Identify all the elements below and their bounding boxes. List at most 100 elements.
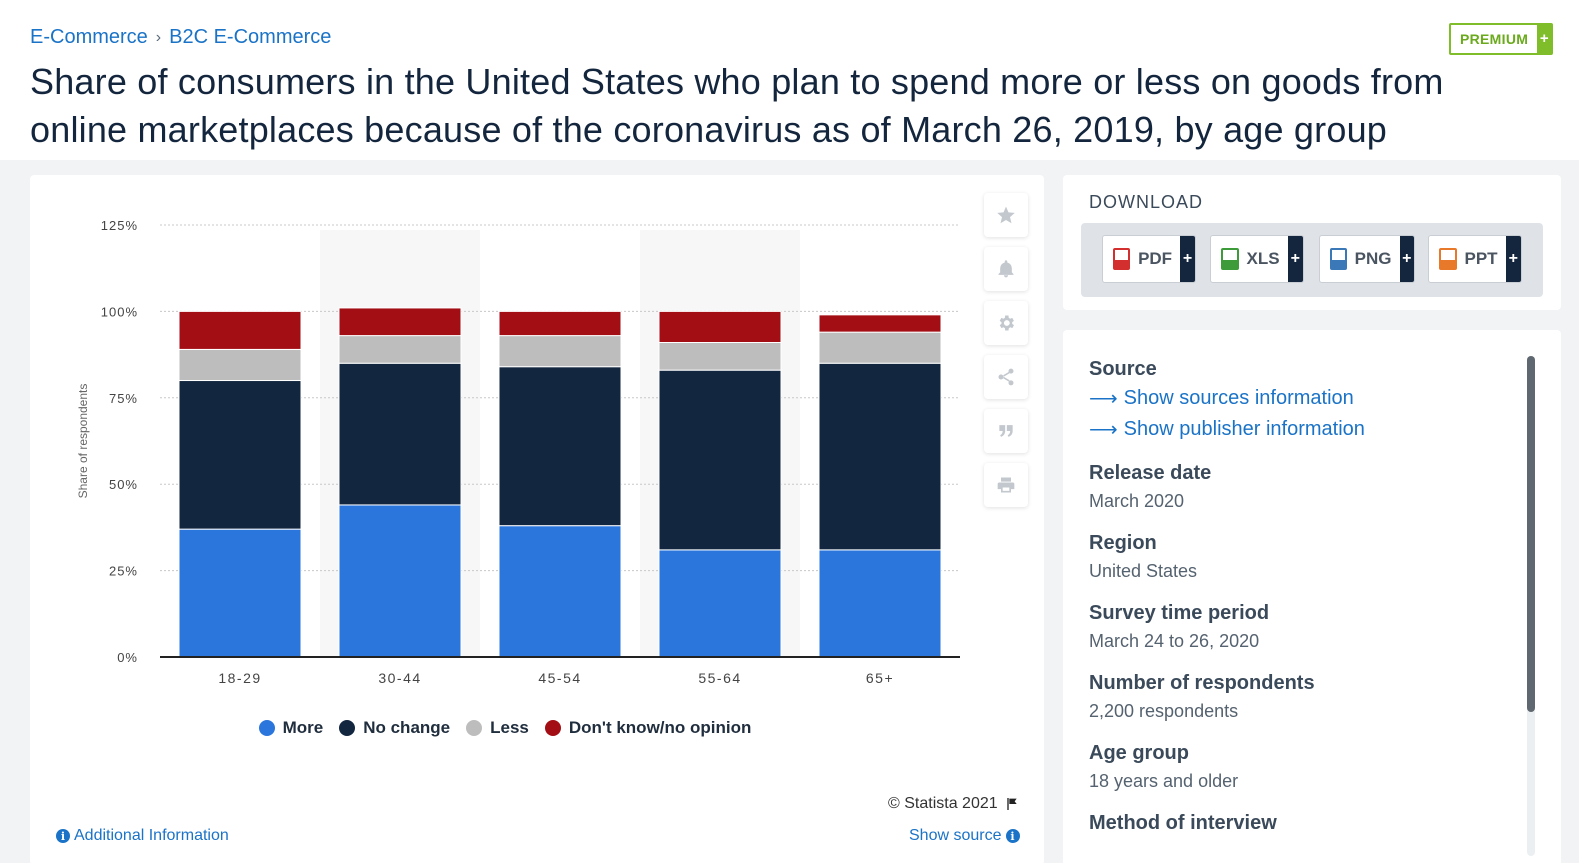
legend-swatch bbox=[258, 720, 275, 736]
download-ppt-button[interactable]: PPT + bbox=[1428, 235, 1522, 283]
age-group-value: 18 years and older bbox=[1089, 771, 1239, 791]
download-plus: + bbox=[1399, 236, 1414, 282]
show-publisher-link[interactable]: ⟶ Show publisher information bbox=[1089, 417, 1509, 442]
copyright-notice: © Statista 2021 bbox=[888, 795, 1020, 813]
share-button[interactable] bbox=[984, 355, 1028, 399]
y-tick-label: 125% bbox=[101, 218, 138, 233]
arrow-right-icon: ⟶ bbox=[1089, 419, 1118, 441]
bar-segment bbox=[498, 525, 622, 658]
survey-period-value: March 24 to 26, 2020 bbox=[1089, 631, 1260, 651]
xls-file-icon bbox=[1221, 248, 1239, 270]
quote-icon bbox=[999, 425, 1013, 437]
legend-item[interactable]: Less bbox=[466, 718, 529, 738]
breadcrumb-ecommerce[interactable]: E-Commerce bbox=[30, 26, 148, 48]
respondents-label: Number of respondents bbox=[1089, 672, 1315, 694]
legend-swatch bbox=[544, 720, 561, 736]
survey-period-label: Survey time period bbox=[1089, 602, 1270, 624]
bar-segment bbox=[498, 310, 622, 337]
download-pdf-label: PDF bbox=[1138, 249, 1173, 268]
download-plus: + bbox=[1180, 236, 1195, 282]
show-sources-label: Show sources information bbox=[1123, 387, 1354, 409]
x-tick-label: 55-64 bbox=[698, 670, 741, 686]
cite-button[interactable] bbox=[984, 409, 1028, 453]
legend-swatch bbox=[339, 720, 356, 736]
premium-badge[interactable]: PREMIUM + bbox=[1449, 23, 1554, 55]
bar-segment bbox=[818, 549, 942, 658]
print-button[interactable] bbox=[984, 463, 1028, 507]
favorite-button[interactable] bbox=[984, 193, 1028, 237]
legend-item[interactable]: More bbox=[258, 718, 324, 738]
download-png-button[interactable]: PNG + bbox=[1319, 235, 1415, 283]
bar-segment bbox=[178, 348, 302, 382]
chart-legend: More No change Less Don't know/no opinion bbox=[30, 718, 980, 738]
bar-segment bbox=[178, 380, 302, 530]
x-tick-label: 65+ bbox=[866, 670, 894, 686]
download-xls-button[interactable]: XLS + bbox=[1210, 235, 1304, 283]
flag-icon[interactable] bbox=[1004, 796, 1020, 812]
additional-information-label: Additional Information bbox=[74, 827, 229, 844]
info-icon: i bbox=[56, 829, 70, 843]
settings-button[interactable] bbox=[984, 301, 1028, 345]
breadcrumb-separator: › bbox=[155, 28, 162, 46]
interview-method-label: Method of interview bbox=[1089, 812, 1277, 834]
bar-segment bbox=[338, 362, 462, 506]
gear-icon bbox=[999, 315, 1014, 331]
bar-segment bbox=[498, 335, 622, 368]
y-tick-label: 0% bbox=[117, 650, 138, 665]
bar-segment bbox=[498, 366, 622, 527]
download-plus: + bbox=[1505, 236, 1521, 282]
show-source-label: Show source bbox=[909, 827, 1002, 844]
bar-segment bbox=[338, 307, 462, 337]
source-label: Source bbox=[1089, 358, 1157, 380]
y-tick-label: 25% bbox=[109, 564, 138, 579]
bar-segment bbox=[818, 314, 942, 333]
age-group-label: Age group bbox=[1089, 742, 1189, 764]
x-tick-label: 45-54 bbox=[538, 670, 581, 686]
additional-information-link[interactable]: i Additional Information bbox=[56, 827, 229, 845]
download-pdf-button[interactable]: PDF + bbox=[1102, 235, 1196, 283]
bar-segment bbox=[178, 528, 302, 658]
x-tick-label: 30-44 bbox=[378, 670, 421, 686]
y-tick-label: 50% bbox=[109, 477, 138, 492]
bar-segment bbox=[658, 369, 782, 551]
print-icon bbox=[997, 477, 1015, 493]
scrollbar-thumb[interactable] bbox=[1527, 356, 1535, 712]
pdf-file-icon bbox=[1113, 248, 1131, 270]
legend-item[interactable]: No change bbox=[339, 718, 450, 738]
copyright-text: © Statista 2021 bbox=[888, 795, 998, 812]
premium-plus: + bbox=[1537, 25, 1552, 53]
breadcrumb: E-Commerce › B2C E-Commerce bbox=[30, 26, 331, 49]
legend-label: No change bbox=[363, 718, 451, 737]
arrow-right-icon: ⟶ bbox=[1089, 388, 1118, 410]
notification-button[interactable] bbox=[984, 247, 1028, 291]
bar-segment bbox=[818, 331, 942, 364]
release-date-value: March 2020 bbox=[1089, 491, 1185, 511]
bar-segment bbox=[338, 504, 462, 658]
y-tick-label: 100% bbox=[101, 304, 138, 319]
legend-label: Less bbox=[490, 718, 529, 737]
bar-segment bbox=[658, 549, 782, 658]
stacked-bar-chart: 0% 25% 50% 75% 100% 125% Share of respondents 1… bbox=[76, 218, 960, 686]
premium-label: PREMIUM bbox=[1460, 31, 1529, 47]
download-header: DOWNLOAD bbox=[1089, 192, 1204, 212]
chart-card: 0% 25% 50% 75% 100% 125% Share of respondents 1… bbox=[30, 175, 1044, 863]
release-date-label: Release date bbox=[1089, 462, 1212, 484]
share-icon bbox=[998, 368, 1014, 386]
bar-segment bbox=[338, 335, 462, 364]
y-tick-label: 75% bbox=[109, 391, 138, 406]
header-background bbox=[0, 0, 1579, 160]
bell-icon bbox=[998, 260, 1014, 278]
legend-label: More bbox=[282, 718, 324, 737]
download-buttons: PDF + XLS + PNG + PPT + bbox=[1081, 223, 1543, 297]
breadcrumb-b2c-ecommerce[interactable]: B2C E-Commerce bbox=[169, 26, 332, 48]
legend-item[interactable]: Don't know/no opinion bbox=[544, 718, 751, 738]
chart-toolbar bbox=[984, 193, 1028, 507]
bar-segment bbox=[178, 310, 302, 350]
bar-segment bbox=[658, 342, 782, 371]
x-tick-label: 18-29 bbox=[218, 670, 261, 686]
png-file-icon bbox=[1330, 248, 1347, 270]
show-publisher-label: Show publisher information bbox=[1123, 418, 1365, 440]
show-sources-link[interactable]: ⟶ Show sources information bbox=[1089, 386, 1509, 411]
show-source-link[interactable]: Show source i bbox=[909, 827, 1020, 845]
y-axis-title: Share of respondents bbox=[76, 384, 90, 499]
